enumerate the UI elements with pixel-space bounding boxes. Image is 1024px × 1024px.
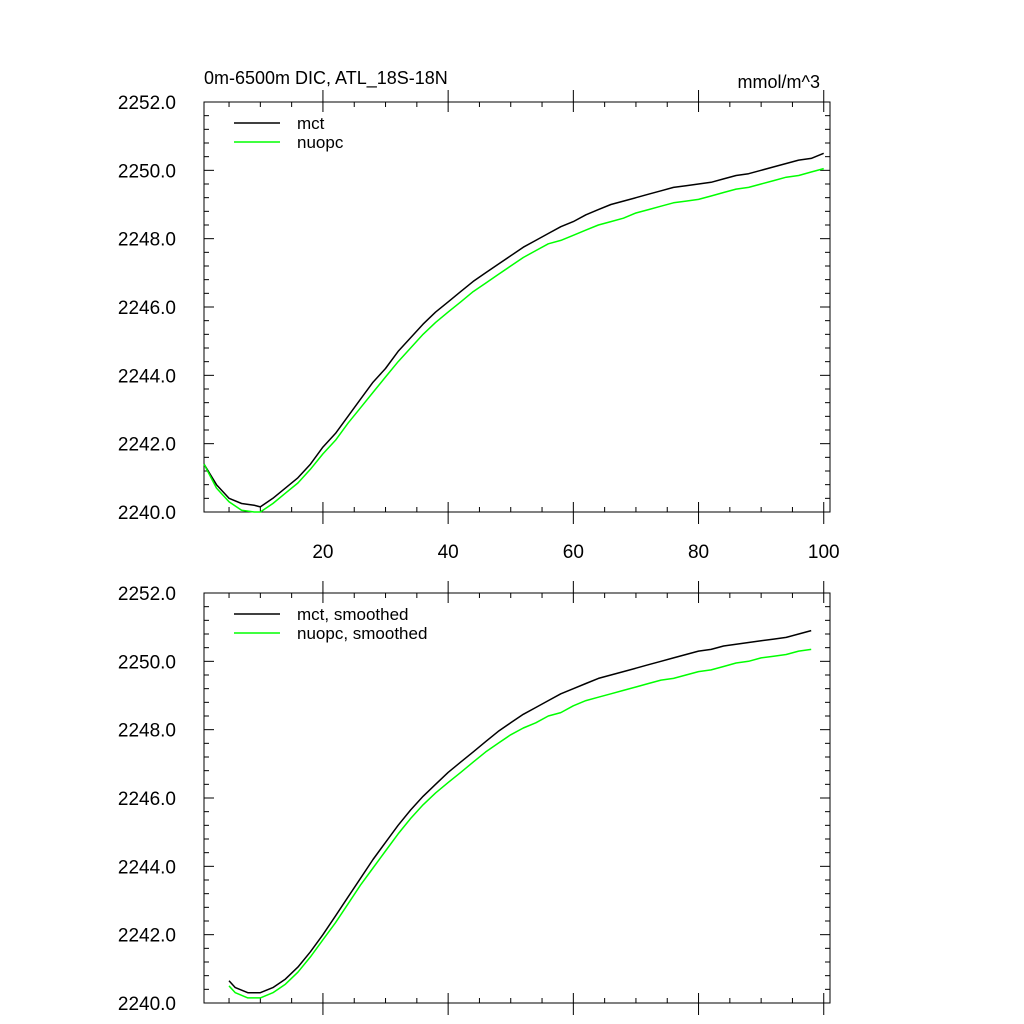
legend-label: mct xyxy=(297,114,325,133)
x-tick-label: 80 xyxy=(688,542,709,563)
x-tick-label: 60 xyxy=(563,542,584,563)
chart-title: 0m-6500m DIC, ATL_18S-18N xyxy=(204,68,448,89)
y-tick-label: 2246.0 xyxy=(118,298,176,319)
series-line-nuopc xyxy=(203,167,824,513)
legend-label: nuopc, smoothed xyxy=(297,624,427,643)
y-tick-label: 2250.0 xyxy=(118,161,176,182)
y-tick-label: 2240.0 xyxy=(118,503,176,524)
legend-label: nuopc xyxy=(297,133,344,152)
series-line-nuopc-smoothed xyxy=(228,648,812,999)
series-line-mct xyxy=(203,152,824,508)
x-tick-label: 20 xyxy=(312,542,333,563)
series-line-mct-smoothed xyxy=(228,629,812,994)
units-label: mmol/m^3 xyxy=(738,72,820,92)
y-tick-label: 2242.0 xyxy=(118,926,176,947)
y-tick-label: 2242.0 xyxy=(118,435,176,456)
top-panel: 0m-6500m DIC, ATL_18S-18N mmol/m^3 2240.0 2… xyxy=(118,68,840,563)
y-tick-label: 2244.0 xyxy=(118,857,176,878)
x-tick-label: 100 xyxy=(808,542,840,563)
legend-label: mct, smoothed xyxy=(297,605,409,624)
y-tick-label: 2248.0 xyxy=(118,230,176,251)
y-tick-label: 2252.0 xyxy=(118,584,176,605)
y-tick-label: 2248.0 xyxy=(118,721,176,742)
y-tick-label: 2240.0 xyxy=(118,994,176,1015)
y-tick-label: 2252.0 xyxy=(118,93,176,114)
bottom-panel: 2240.0 2242.0 2244.0 2246.0 2248.0 2250.0 2252… xyxy=(118,581,831,1015)
x-tick-label: 40 xyxy=(438,542,459,563)
y-tick-label: 2244.0 xyxy=(118,366,176,387)
y-tick-label: 2250.0 xyxy=(118,652,176,673)
y-tick-label: 2246.0 xyxy=(118,789,176,810)
